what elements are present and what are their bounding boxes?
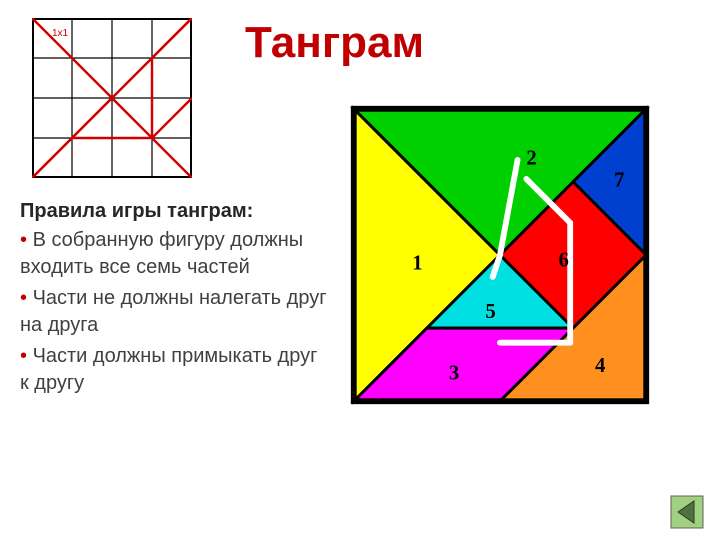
piece-label-5: 5 <box>485 301 495 323</box>
piece-label-1: 1 <box>412 253 422 275</box>
tangram-svg: 1 2 5 7 6 3 4 <box>345 100 655 410</box>
bullet-icon: • <box>20 287 33 309</box>
rule-text: В собранную фигуру должны входить все се… <box>20 229 303 278</box>
rules-block: Правила игры танграм: • В собранную фигу… <box>20 200 330 397</box>
piece-label-6: 6 <box>558 250 568 272</box>
rule-item: • Части должны примыкать друг к другу <box>20 343 330 397</box>
piece-label-3: 3 <box>449 362 459 384</box>
prev-slide-button[interactable] <box>670 495 704 534</box>
chevron-left-icon <box>670 495 704 529</box>
rules-list: • В собранную фигуру должны входить все … <box>20 227 330 397</box>
grid-cell-label: 1х1 <box>52 28 69 39</box>
piece-label-4: 4 <box>595 355 605 377</box>
bullet-icon: • <box>20 229 33 251</box>
rule-item: • Части не должны налегать друг на друга <box>20 285 330 339</box>
bullet-icon: • <box>20 345 33 367</box>
piece-label-2: 2 <box>526 147 536 169</box>
grid-svg: 1х1 <box>32 18 192 178</box>
rule-item: • В собранную фигуру должны входить все … <box>20 227 330 281</box>
grid-tangram-diagram: 1х1 <box>32 18 192 183</box>
tangram-figure: 1 2 5 7 6 3 4 <box>345 100 655 415</box>
slide: Танграм 1х1 Правила игры танграм: • В со… <box>0 0 720 540</box>
page-title: Танграм <box>245 18 424 68</box>
rule-text: Части должны примыкать друг к другу <box>20 345 317 394</box>
rule-text: Части не должны налегать друг на друга <box>20 287 327 336</box>
rules-heading: Правила игры танграм: <box>20 200 330 223</box>
piece-label-7: 7 <box>614 169 624 191</box>
